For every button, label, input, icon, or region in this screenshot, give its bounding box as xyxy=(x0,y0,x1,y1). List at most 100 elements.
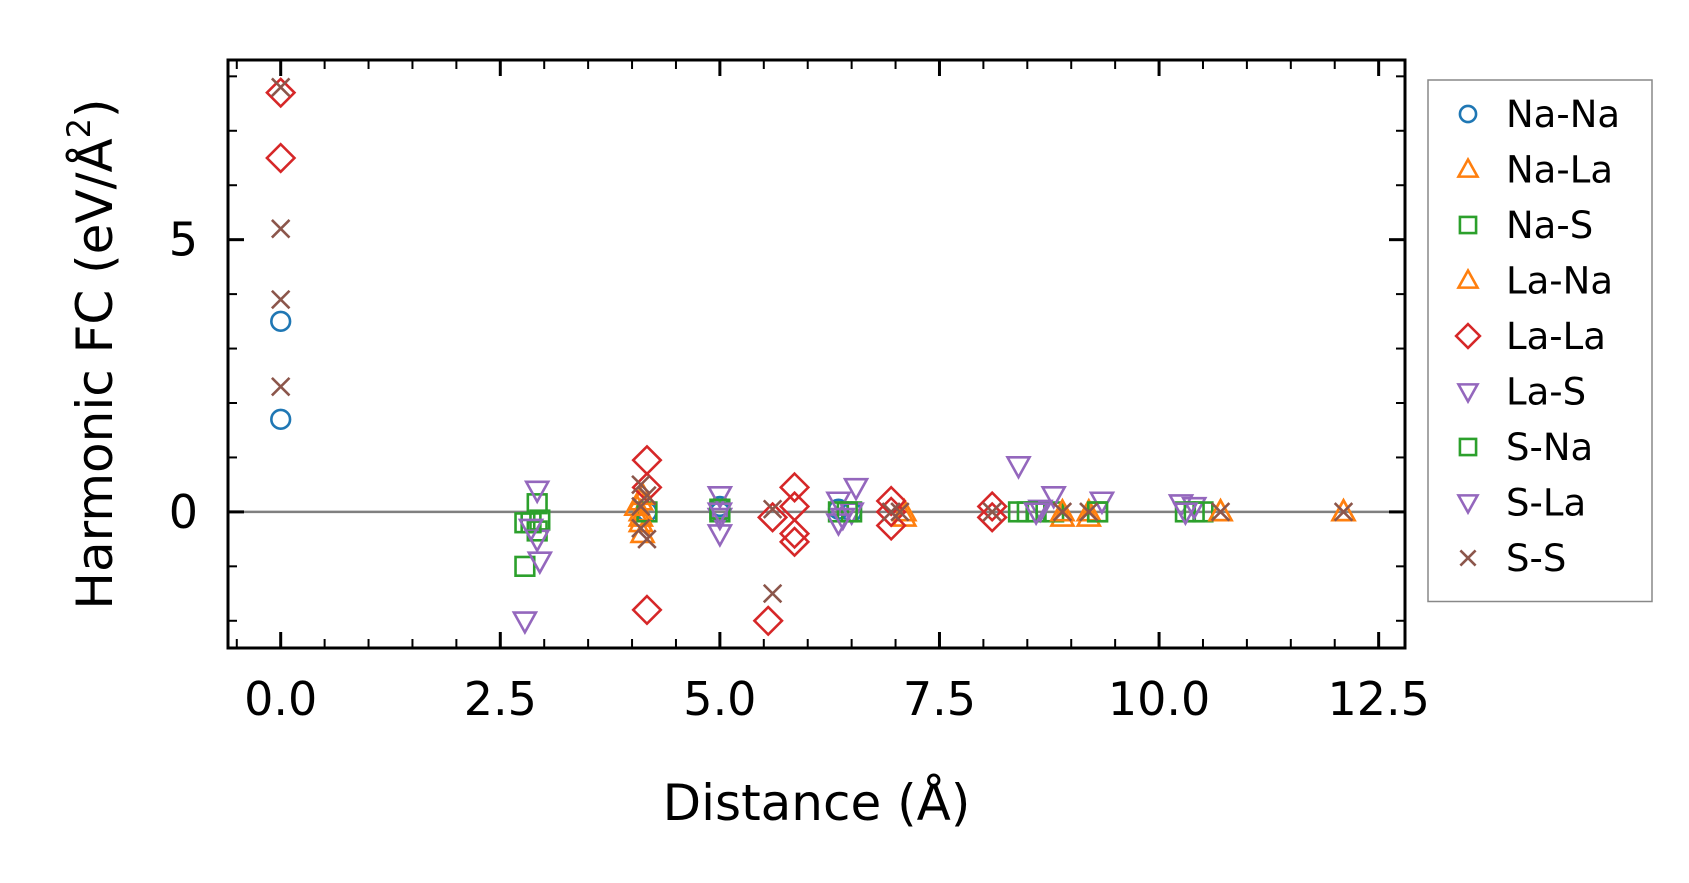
data-point-la-s xyxy=(842,477,870,502)
data-point-la-la xyxy=(631,594,663,626)
data-point-s-s-stroke xyxy=(881,502,901,522)
data-point-s-s-stroke xyxy=(270,289,291,310)
data-point-la-s xyxy=(511,611,539,636)
legend-marker-stroke xyxy=(1459,549,1477,567)
data-point-s-s-stroke xyxy=(1210,502,1231,522)
y-axis-label-suffix: ) xyxy=(66,98,124,118)
data-point-s-s xyxy=(637,485,657,506)
data-point-s-s xyxy=(881,502,901,522)
x-axis-label: Distance (Å) xyxy=(663,774,971,832)
data-point-la-la xyxy=(265,77,297,109)
legend-marker xyxy=(1456,156,1480,178)
data-point-s-s-stroke xyxy=(631,518,651,538)
x-tick-label: 0.0 xyxy=(244,672,317,726)
legend-marker xyxy=(1458,437,1478,457)
legend: Na-Na Na-La Na-S La-Na La-La La-S S-Na S-La S-S xyxy=(1427,79,1653,603)
data-layer xyxy=(265,77,1357,637)
legend-label: Na-La xyxy=(1506,149,1613,192)
legend-label: La-La xyxy=(1506,315,1606,358)
data-point-s-s-stroke xyxy=(1079,502,1099,522)
data-point-la-la xyxy=(875,509,907,542)
legend-marker xyxy=(1459,549,1477,567)
data-point-s-s xyxy=(982,502,1002,522)
legend-item: Na-Na xyxy=(1458,93,1620,136)
data-point-s-s xyxy=(1333,502,1354,522)
legend-item: La-Na xyxy=(1456,260,1613,303)
legend-item: Na-La xyxy=(1456,149,1613,192)
data-point-s-s xyxy=(270,77,291,97)
data-point-s-s xyxy=(890,502,910,522)
plot-frame xyxy=(226,58,1407,650)
data-point-s-s xyxy=(762,499,783,519)
data-point-s-s xyxy=(1052,502,1073,522)
data-point-la-s xyxy=(526,551,554,576)
legend-marker xyxy=(1458,104,1478,124)
data-point-na-na xyxy=(270,408,292,430)
data-point-la-na xyxy=(1049,497,1076,522)
data-point-s-s-stroke xyxy=(890,502,910,522)
data-point-la-la xyxy=(976,490,1008,523)
legend-item: S-S xyxy=(1459,537,1566,580)
legend-item: Na-S xyxy=(1458,204,1593,247)
data-point-s-s xyxy=(631,518,651,538)
data-point-s-s xyxy=(631,496,651,517)
y-tick-label: 5 xyxy=(169,213,198,267)
data-point-s-s-stroke xyxy=(762,583,783,604)
data-point-s-s-stroke xyxy=(270,219,291,239)
data-point-s-s xyxy=(637,529,657,549)
data-point-la-s xyxy=(1027,499,1054,524)
data-point-s-s xyxy=(270,219,291,239)
data-point-s-s xyxy=(270,289,291,310)
data-point-s-s-stroke xyxy=(270,77,291,97)
data-point-s-s-stroke xyxy=(637,529,657,549)
legend-marker xyxy=(1456,494,1480,516)
legend-label: S-Na xyxy=(1506,426,1593,469)
legend-item: S-La xyxy=(1456,482,1586,525)
series-s-s xyxy=(270,77,1354,604)
y-axis-label-prefix: Harmonic FC (eV/Å xyxy=(66,138,124,609)
data-point-la-la xyxy=(778,471,811,503)
y-axis-label-superscript: 2 xyxy=(60,118,98,138)
legend-label: S-S xyxy=(1506,537,1566,580)
data-point-s-la xyxy=(517,518,545,543)
data-point-la-s xyxy=(1040,486,1067,510)
data-point-s-la xyxy=(1172,502,1199,527)
data-point-s-s-stroke xyxy=(270,376,291,397)
data-point-la-na xyxy=(1207,497,1234,522)
legend-label: Na-S xyxy=(1506,204,1593,247)
x-tick-label: 7.5 xyxy=(903,672,976,726)
data-point-s-s xyxy=(631,474,651,495)
data-point-la-la xyxy=(778,518,811,550)
legend-marker xyxy=(1456,383,1480,405)
legend-label: La-S xyxy=(1506,371,1586,414)
data-point-s-s xyxy=(1210,502,1231,522)
data-point-la-na xyxy=(1330,497,1357,522)
legend-item: La-S xyxy=(1456,371,1586,414)
data-point-na-na xyxy=(270,310,292,332)
y-axis-label: Harmonic FC (eV/Å2) xyxy=(60,98,124,609)
data-point-la-la xyxy=(778,526,811,558)
data-point-s-s-stroke xyxy=(637,485,657,506)
y-tick-label: 0 xyxy=(169,485,198,539)
legend-marker xyxy=(1454,322,1482,350)
tick-layer: 0.0 2.5 5.0 7.5 10.0 12.5 0 5 xyxy=(169,60,1430,726)
x-tick-label: 2.5 xyxy=(464,672,537,726)
data-point-s-la xyxy=(706,502,734,527)
data-point-la-la xyxy=(875,496,907,528)
data-point-s-s-stroke xyxy=(982,502,1002,522)
data-point-s-s xyxy=(270,376,291,397)
data-point-s-la xyxy=(829,507,857,532)
series-la-la xyxy=(265,77,1008,637)
legend-label: S-La xyxy=(1506,482,1586,525)
legend-item: S-Na xyxy=(1458,426,1593,469)
data-point-s-s-stroke xyxy=(631,474,651,495)
data-point-s-s-stroke xyxy=(1052,502,1073,522)
data-point-la-na xyxy=(627,503,655,527)
legend-item: La-La xyxy=(1454,315,1606,358)
data-point-s-la xyxy=(1022,502,1050,527)
data-point-na-s xyxy=(514,555,536,577)
legend-marker xyxy=(1458,215,1478,235)
data-point-la-s xyxy=(706,486,734,510)
